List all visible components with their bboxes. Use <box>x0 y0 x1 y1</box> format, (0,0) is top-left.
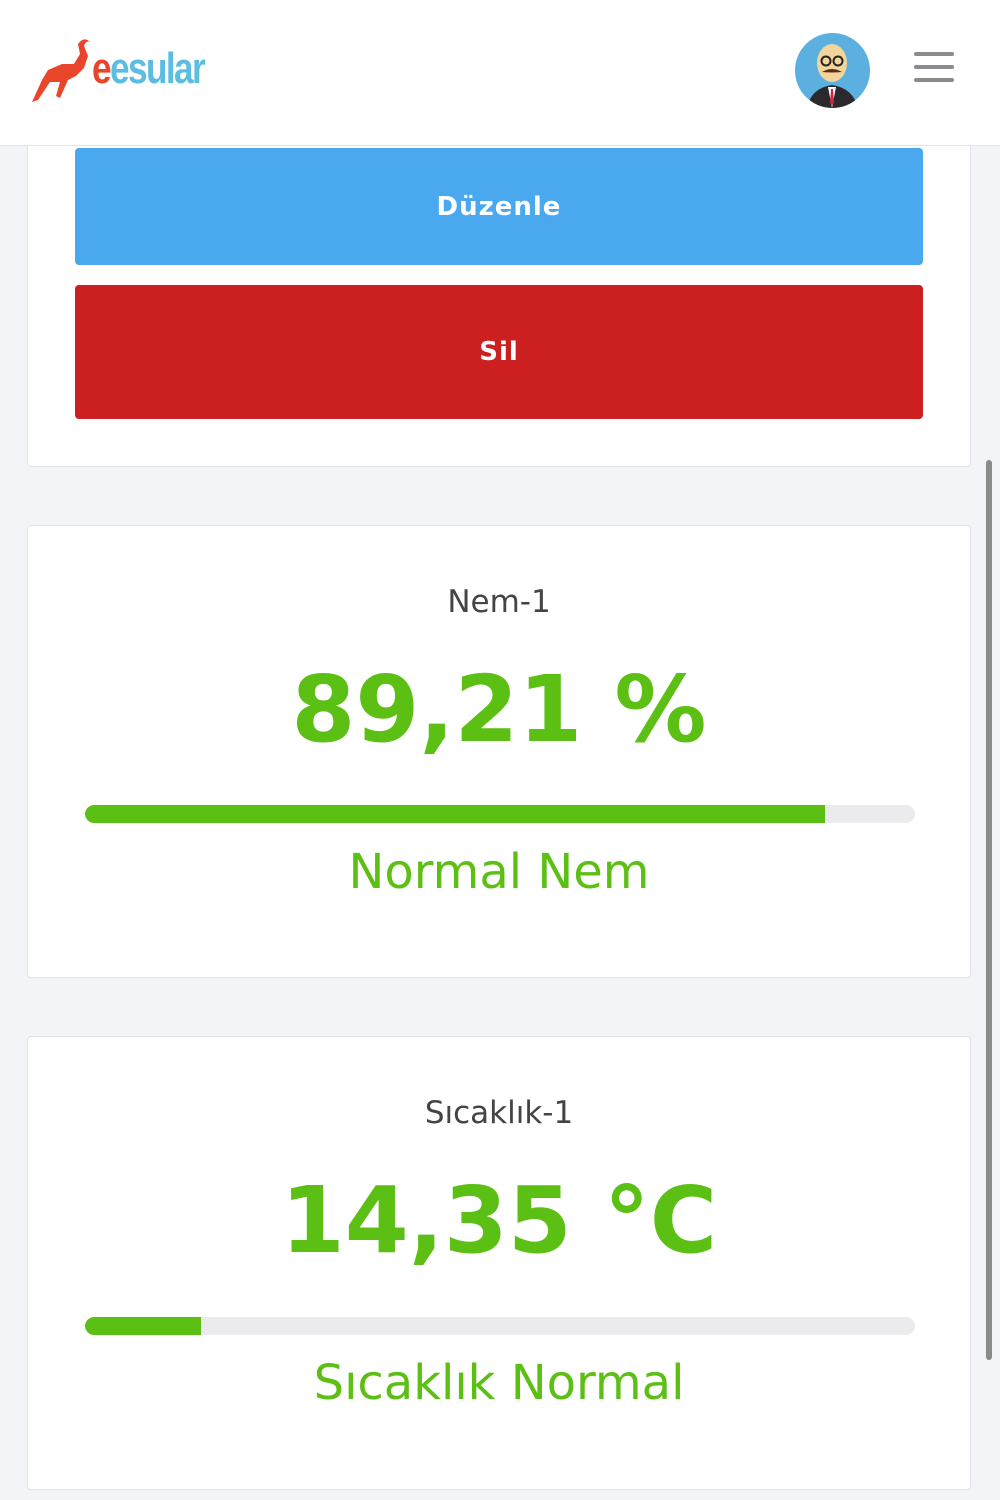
hamburger-menu-button[interactable] <box>914 52 954 86</box>
logo-text: eesular <box>92 44 206 93</box>
header: eesular <box>0 0 1000 146</box>
sensor-status: Normal Nem <box>348 844 650 900</box>
progress-fill <box>85 1317 202 1335</box>
avatar[interactable] <box>795 33 870 108</box>
goat-logo-icon <box>32 39 90 102</box>
edit-button[interactable]: Düzenle <box>75 148 923 265</box>
progress-fill <box>85 805 826 823</box>
delete-button[interactable]: Sil <box>75 285 923 419</box>
sensor-value: 89,21 % <box>291 656 707 763</box>
sensor-status: Sıcaklık Normal <box>313 1355 685 1411</box>
sensor-title: Nem-1 <box>447 584 551 620</box>
sensor-title: Sıcaklık-1 <box>424 1095 574 1131</box>
scrollbar[interactable] <box>986 460 992 1360</box>
avatar-icon <box>807 44 858 108</box>
progress-bar <box>85 805 915 823</box>
sensor-value: 14,35 °C <box>280 1167 718 1274</box>
sensor-card-temperature: Sıcaklık-1 14,35 °C Sıcaklık Normal <box>27 1036 971 1490</box>
progress-bar <box>85 1317 915 1335</box>
logo[interactable]: eesular <box>28 36 228 106</box>
sensor-card-humidity: Nem-1 89,21 % Normal Nem <box>27 525 971 978</box>
